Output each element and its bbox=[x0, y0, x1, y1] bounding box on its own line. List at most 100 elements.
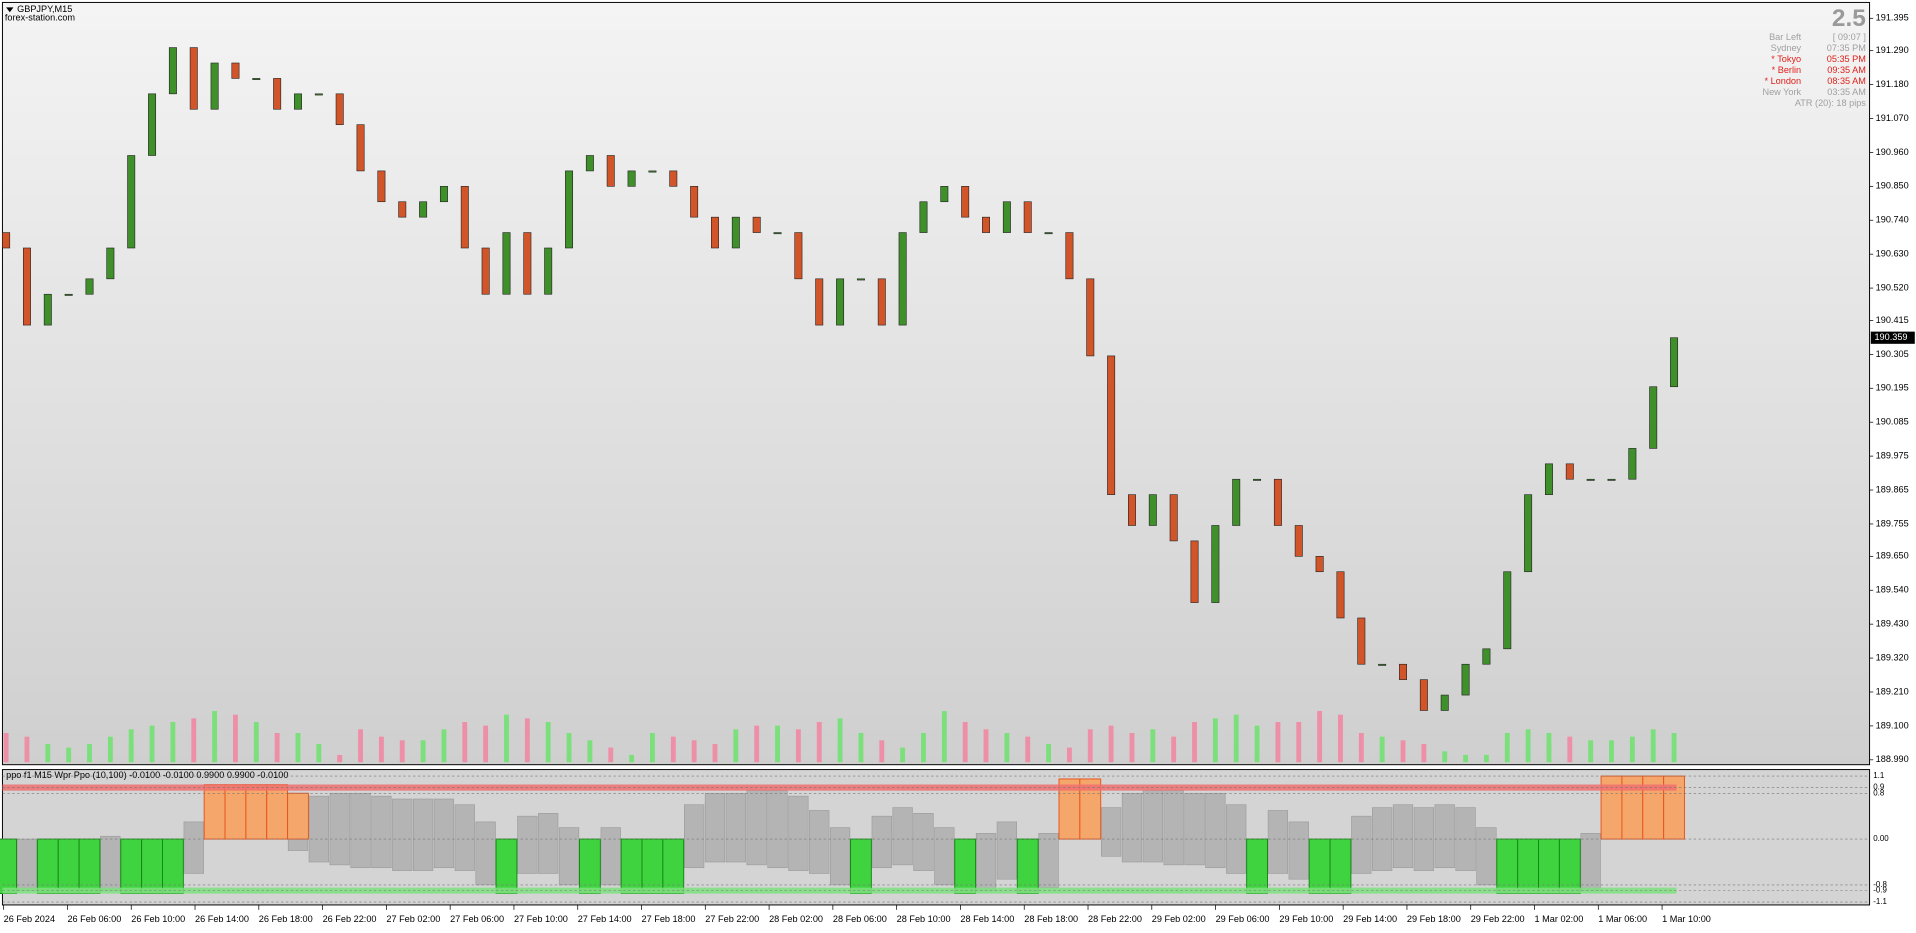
volume-bar bbox=[775, 725, 780, 763]
candle bbox=[1315, 556, 1324, 573]
band-bar bbox=[788, 795, 809, 871]
volume-bar bbox=[754, 725, 760, 763]
band-bar bbox=[725, 792, 746, 863]
band-bar bbox=[558, 827, 580, 886]
y-tick-label: -1.1 bbox=[1873, 897, 1887, 906]
y-tick-label: 191.180 bbox=[1876, 79, 1909, 89]
candle bbox=[419, 201, 428, 218]
overbought-bar bbox=[245, 784, 268, 840]
y-tick-label: 188.990 bbox=[1876, 754, 1909, 764]
x-tick-label: 1 Mar 10:00 bbox=[1662, 914, 1711, 924]
volume-bar bbox=[358, 729, 363, 763]
oversold-bar bbox=[1308, 838, 1331, 894]
volume-bar bbox=[441, 729, 447, 763]
candle bbox=[1253, 478, 1262, 481]
x-tick-label: 27 Feb 10:00 bbox=[514, 914, 568, 924]
volume-bar bbox=[1296, 722, 1302, 763]
y-tick-label: 189.865 bbox=[1876, 484, 1909, 494]
price-label: 190.359 bbox=[1874, 332, 1907, 342]
oversold-bar bbox=[120, 838, 143, 894]
y-tick-label: 189.210 bbox=[1876, 686, 1909, 696]
oversold-bar bbox=[1538, 838, 1560, 894]
y-tick-label: 0.00 bbox=[1873, 834, 1889, 843]
candle bbox=[1670, 337, 1679, 388]
candle bbox=[502, 232, 511, 295]
volume-bar bbox=[1212, 718, 1218, 763]
symbol-arrow bbox=[6, 7, 14, 13]
band-bar bbox=[934, 827, 955, 886]
x-tick-label: 27 Feb 22:00 bbox=[705, 914, 759, 924]
volume-bar bbox=[670, 736, 676, 763]
candle bbox=[1169, 494, 1178, 542]
candle bbox=[1065, 232, 1074, 280]
candle bbox=[856, 278, 865, 281]
candle bbox=[1357, 617, 1366, 665]
candle bbox=[1128, 494, 1136, 526]
oversold-bar bbox=[0, 838, 18, 894]
band-bar bbox=[1205, 792, 1226, 869]
band-bar bbox=[1038, 833, 1059, 889]
band-bar bbox=[350, 792, 371, 869]
y-tick-label: -0.9 bbox=[1873, 886, 1887, 895]
candle bbox=[64, 293, 73, 296]
volume-bar bbox=[504, 714, 509, 763]
candle bbox=[1107, 355, 1116, 495]
candle bbox=[106, 247, 115, 280]
oversold-bar bbox=[1016, 838, 1039, 894]
band-bar bbox=[517, 815, 538, 874]
x-tick-label: 27 Feb 18:00 bbox=[642, 914, 696, 924]
volume-bar bbox=[1129, 732, 1135, 763]
volume-bar bbox=[483, 725, 489, 763]
x-tick-label: 28 Feb 10:00 bbox=[897, 914, 951, 924]
oversold-bar bbox=[662, 838, 685, 894]
x-tick-label: 26 Feb 14:00 bbox=[195, 914, 249, 924]
clock-name: * Tokyo bbox=[1771, 54, 1801, 64]
clock-time: 03:35 AM bbox=[1827, 87, 1866, 97]
candle bbox=[377, 170, 386, 203]
volume-bar bbox=[191, 718, 197, 763]
x-tick-label: 29 Feb 22:00 bbox=[1471, 914, 1525, 924]
clock-time: 07:35 PM bbox=[1827, 43, 1866, 53]
candle bbox=[690, 186, 699, 218]
band-bar bbox=[433, 798, 455, 869]
oversold-bar bbox=[36, 838, 59, 894]
y-tick-label: 190.520 bbox=[1876, 283, 1909, 293]
x-tick-label: 28 Feb 02:00 bbox=[769, 914, 823, 924]
y-tick-label: 189.975 bbox=[1876, 451, 1909, 461]
volume-bar bbox=[316, 743, 322, 763]
x-tick-label: 29 Feb 06:00 bbox=[1216, 914, 1270, 924]
band-bar bbox=[1434, 804, 1455, 869]
volume-bar bbox=[1066, 747, 1072, 763]
oversold-bar bbox=[620, 838, 643, 894]
band-bar bbox=[704, 792, 726, 863]
candle bbox=[836, 278, 845, 326]
volume-bar bbox=[587, 740, 593, 763]
y-tick-label: -0.8 bbox=[1873, 880, 1887, 889]
volume-bar bbox=[274, 732, 280, 763]
volume-bar bbox=[3, 732, 9, 763]
band-bar bbox=[412, 798, 434, 871]
candle bbox=[1044, 232, 1053, 235]
band-bar bbox=[538, 813, 559, 874]
volume-bar bbox=[1192, 722, 1197, 763]
y-tick-label: 189.755 bbox=[1876, 518, 1909, 528]
oversold-bar bbox=[57, 838, 80, 894]
y-tick-label: 189.650 bbox=[1876, 551, 1909, 561]
x-tick-label: 1 Mar 06:00 bbox=[1598, 914, 1647, 924]
band-bar bbox=[892, 807, 913, 866]
candle bbox=[898, 232, 907, 326]
volume-bar bbox=[962, 722, 968, 763]
volume-bar bbox=[295, 732, 301, 763]
candle bbox=[335, 93, 344, 125]
band-bar bbox=[871, 815, 892, 869]
candle bbox=[189, 47, 198, 110]
volume-bar bbox=[1233, 714, 1239, 763]
volume-bar bbox=[1108, 725, 1114, 763]
candle bbox=[1607, 478, 1616, 481]
candle bbox=[314, 93, 323, 96]
y-tick-label: 189.540 bbox=[1876, 585, 1909, 595]
band-bar bbox=[996, 821, 1017, 880]
watermark: forex-station.com bbox=[5, 13, 76, 23]
candle bbox=[252, 78, 261, 80]
